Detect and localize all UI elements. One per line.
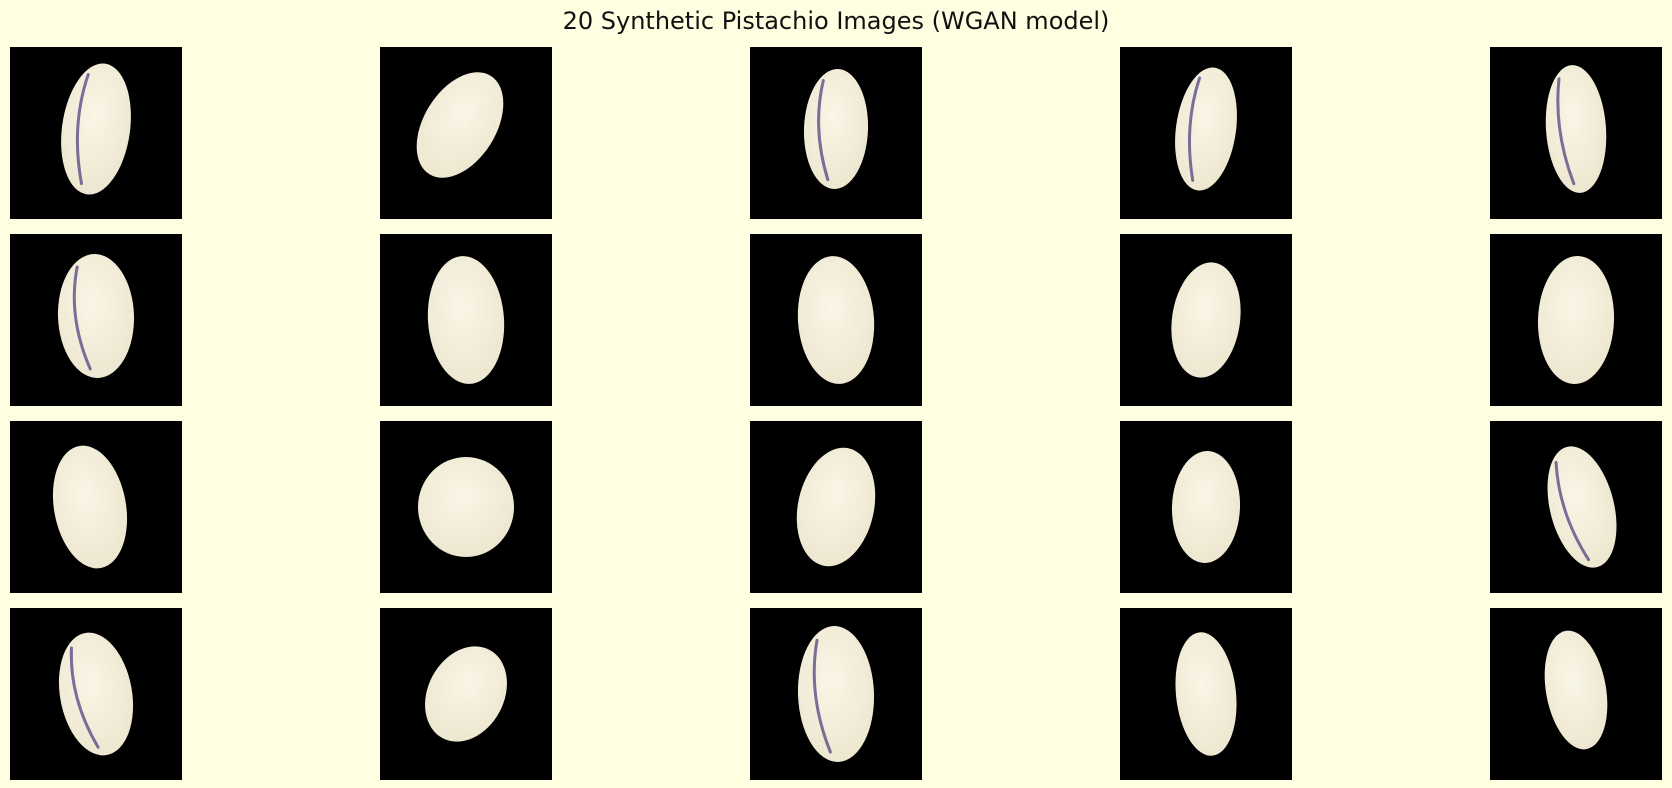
- pistachio-image-7: [380, 234, 552, 406]
- pistachio-image-20: [1490, 608, 1662, 780]
- pistachio-image-5: [1490, 47, 1662, 219]
- pistachio-image-17: [380, 608, 552, 780]
- pistachio-image-3: [750, 47, 922, 219]
- figure-title: 20 Synthetic Pistachio Images (WGAN mode…: [562, 7, 1110, 35]
- pistachio-image-13: [750, 421, 922, 593]
- pistachio-image-9: [1120, 234, 1292, 406]
- pistachio-image-15: [1490, 421, 1662, 593]
- pistachio-image-18: [750, 608, 922, 780]
- pistachio-image-2: [380, 47, 552, 219]
- pistachio-image-8: [750, 234, 922, 406]
- pistachio-image-1: [10, 47, 182, 219]
- pistachio-image-6: [10, 234, 182, 406]
- pistachio-image-19: [1120, 608, 1292, 780]
- pistachio-image-4: [1120, 47, 1292, 219]
- pistachio-image-12: [380, 421, 552, 593]
- pistachio-image-14: [1120, 421, 1292, 593]
- pistachio-image-10: [1490, 234, 1662, 406]
- pistachio-image-11: [10, 421, 182, 593]
- pistachio-image-16: [10, 608, 182, 780]
